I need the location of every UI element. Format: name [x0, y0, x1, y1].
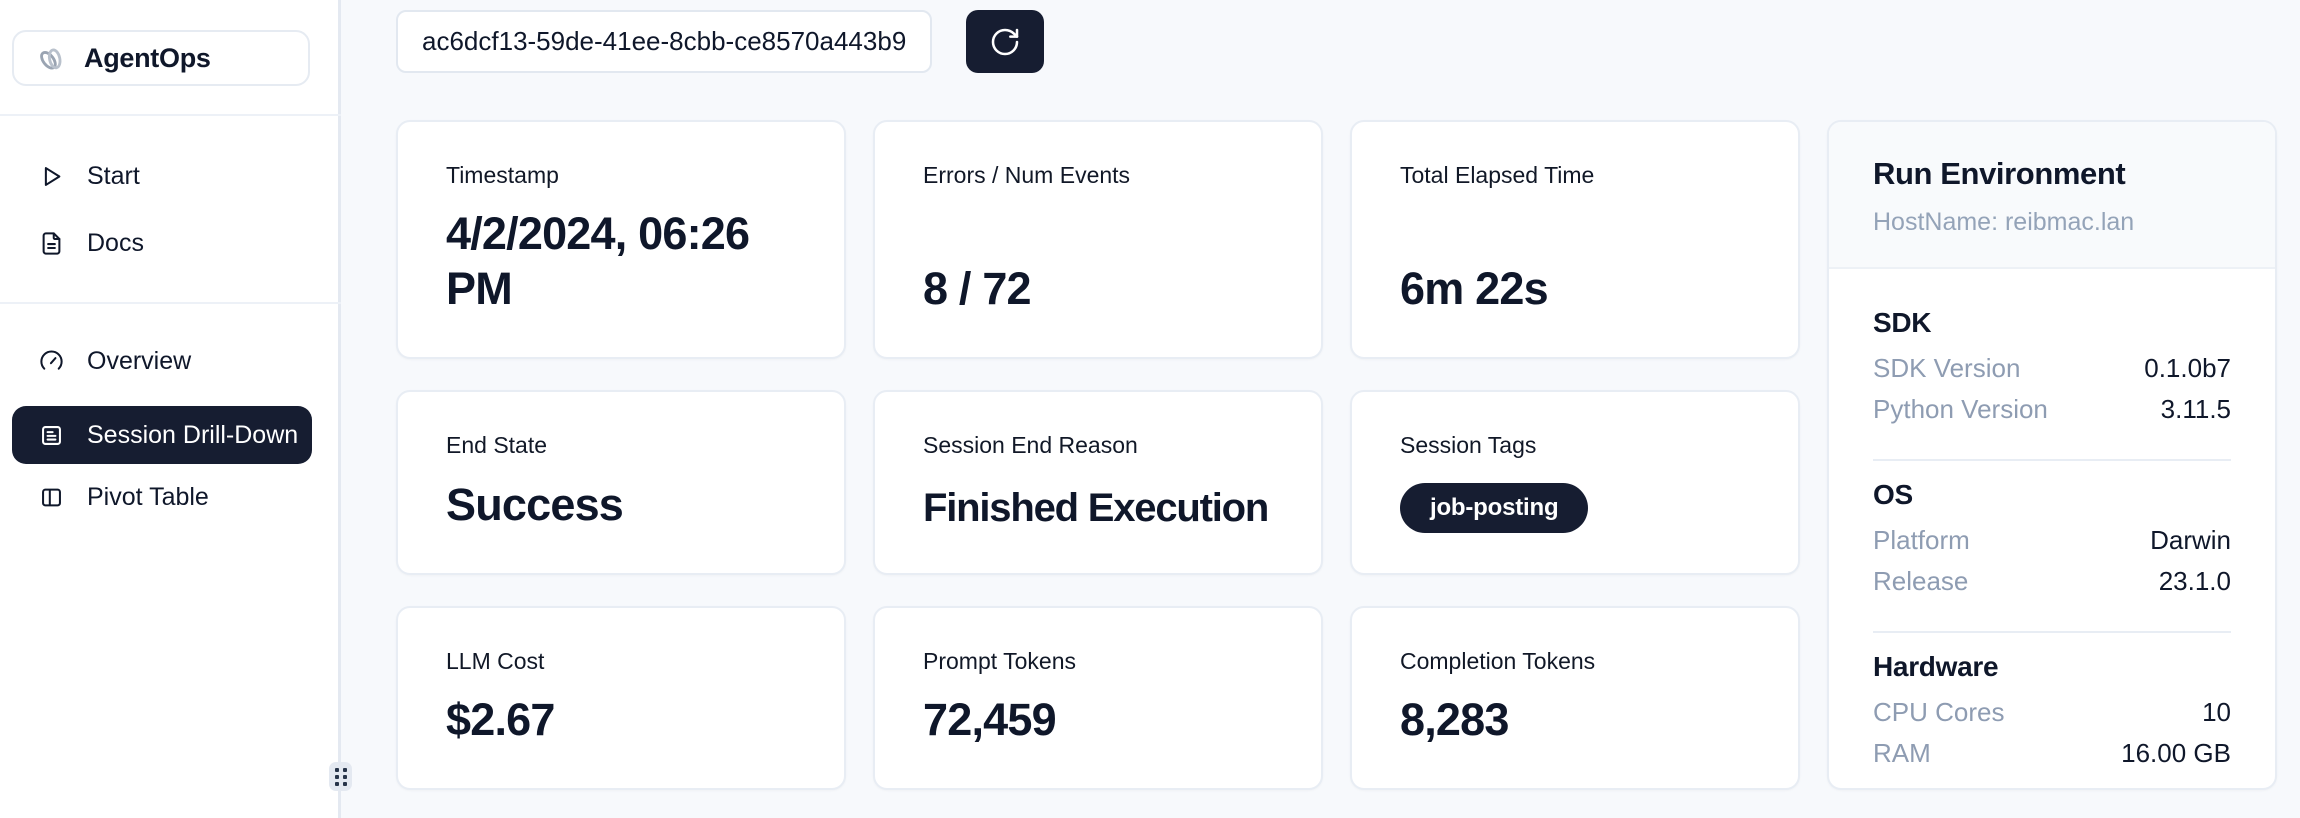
panel-columns-icon — [38, 484, 65, 511]
section-title-hardware: Hardware — [1873, 651, 1999, 682]
env-row: CPU Cores 10 — [1873, 697, 2231, 738]
env-row-value: 10 — [2202, 697, 2231, 727]
card-llm-cost: LLM Cost $2.67 — [396, 606, 846, 790]
card-total-elapsed-time: Total Elapsed Time 6m 22s — [1350, 120, 1800, 359]
document-icon — [38, 230, 65, 257]
env-row: SDK Version 0.1.0b7 — [1873, 353, 2231, 394]
card-value: Finished Execution — [923, 486, 1269, 531]
card-value: 72,459 — [923, 694, 1057, 746]
refresh-button[interactable] — [966, 10, 1044, 73]
env-row-label: Release — [1873, 566, 1969, 596]
agentops-logo[interactable]: AgentOps — [12, 30, 310, 86]
card-value: 4/2/2024, 06:26 PM — [446, 208, 750, 315]
card-value: 8 / 72 — [923, 263, 1032, 315]
env-row-value: 16.00 GB — [2121, 738, 2231, 768]
run-environment-title: Run Environment — [1873, 156, 2126, 191]
card-end-state: End State Success — [396, 390, 846, 575]
hostname-text: HostName: reibmac.lan — [1873, 208, 2135, 236]
card-value: $2.67 — [446, 694, 555, 746]
env-row-value: 23.1.0 — [2158, 566, 2231, 596]
run-environment-panel: Run Environment HostName: reibmac.lan SD… — [1827, 120, 2277, 790]
gauge-icon — [38, 348, 65, 375]
metrics-grid: Timestamp 4/2/2024, 06:26 PM Errors / Nu… — [396, 120, 2277, 790]
section-title-sdk: SDK — [1873, 307, 1932, 338]
card-label: Session End Reason — [923, 432, 1138, 458]
env-row-label: CPU Cores — [1873, 697, 2005, 727]
sidebar-item-pivot-table[interactable]: Pivot Table — [0, 473, 341, 521]
refresh-icon — [989, 26, 1021, 58]
sidebar-divider — [0, 302, 341, 304]
card-label: Total Elapsed Time — [1400, 162, 1595, 188]
env-row-label: RAM — [1873, 738, 1931, 768]
card-label: End State — [446, 432, 548, 458]
card-value: 8,283 — [1400, 694, 1509, 746]
env-row: Python Version 3.11.5 — [1873, 394, 2231, 435]
sidebar-item-label: Session Drill-Down — [87, 420, 299, 449]
play-icon — [38, 163, 65, 190]
card-label: Session Tags — [1400, 432, 1537, 458]
env-row-label: Platform — [1873, 525, 1970, 555]
session-tag-badge: job-posting — [1400, 483, 1589, 533]
sidebar-item-start[interactable]: Start — [0, 152, 341, 200]
card-session-end-reason: Session End Reason Finished Execution — [873, 390, 1323, 575]
run-environment-header: Run Environment HostName: reibmac.lan — [1829, 122, 2275, 269]
env-row: Platform Darwin — [1873, 525, 2231, 566]
env-row-label: SDK Version — [1873, 353, 2021, 383]
env-row-value: 0.1.0b7 — [2144, 353, 2231, 383]
agentops-logo-icon — [34, 41, 68, 75]
card-label: Completion Tokens — [1400, 648, 1596, 674]
sidebar-item-docs[interactable]: Docs — [0, 219, 341, 267]
card-prompt-tokens: Prompt Tokens 72,459 — [873, 606, 1323, 790]
sidebar: AgentOps Start Docs Overview — [0, 0, 341, 818]
session-list-icon — [38, 422, 65, 449]
env-row-value: Darwin — [2150, 525, 2231, 555]
section-divider — [1873, 459, 2231, 461]
sidebar-item-label: Start — [87, 161, 140, 190]
sidebar-item-label: Pivot Table — [87, 482, 209, 511]
env-row: RAM 16.00 GB — [1873, 738, 2231, 779]
sidebar-item-label: Docs — [87, 228, 144, 257]
card-session-tags: Session Tags job-posting — [1350, 390, 1800, 575]
grip-dots-icon — [334, 767, 347, 786]
card-value: Success — [446, 479, 624, 531]
card-label: LLM Cost — [446, 648, 545, 674]
section-divider — [1873, 631, 2231, 633]
agentops-logo-label: AgentOps — [84, 42, 211, 73]
section-title-os: OS — [1873, 479, 1913, 510]
sidebar-item-label: Overview — [87, 346, 192, 375]
sidebar-divider — [0, 114, 341, 116]
card-label: Prompt Tokens — [923, 648, 1076, 674]
card-errors-num-events: Errors / Num Events 8 / 72 — [873, 120, 1323, 359]
card-label: Errors / Num Events — [923, 162, 1131, 188]
env-row: Release 23.1.0 — [1873, 566, 2231, 607]
sidebar-resize-handle[interactable] — [329, 762, 352, 791]
card-completion-tokens: Completion Tokens 8,283 — [1350, 606, 1800, 790]
env-row-value: 3.11.5 — [2160, 394, 2231, 424]
card-timestamp: Timestamp 4/2/2024, 06:26 PM — [396, 120, 846, 359]
sidebar-item-overview[interactable]: Overview — [0, 337, 341, 385]
session-id-input[interactable] — [396, 10, 932, 73]
card-value: 6m 22s — [1400, 263, 1549, 315]
run-environment-body: SDK SDK Version 0.1.0b7 Python Version 3… — [1829, 269, 2275, 779]
card-label: Timestamp — [446, 162, 559, 188]
env-row-label: Python Version — [1873, 394, 2048, 424]
sidebar-item-session-drill-down[interactable]: Session Drill-Down — [12, 406, 312, 464]
